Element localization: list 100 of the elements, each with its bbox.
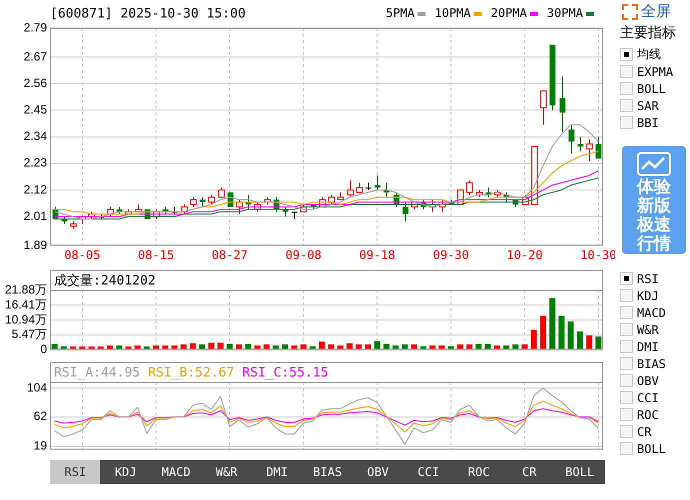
text: ROC: [637, 408, 659, 422]
candlestick: [578, 136, 584, 152]
bar: [116, 345, 122, 350]
y-tick-label: 16.41万: [4, 298, 47, 312]
bar: [374, 341, 380, 350]
y-tick-label: 62: [34, 409, 48, 424]
candlestick: [560, 76, 566, 132]
bar: [162, 345, 168, 350]
y-tick-label: 2.34: [24, 129, 48, 144]
y-tick-label: 10.94万: [4, 312, 47, 326]
chart-title: [600871] 2025-10-30 15:00: [50, 6, 246, 22]
candlestick: [596, 136, 602, 160]
text: W&R: [637, 322, 659, 336]
text: OBV: [366, 464, 390, 481]
bar: [199, 344, 206, 350]
bar: [522, 344, 528, 350]
bar: [106, 345, 113, 350]
text: BBI: [637, 116, 659, 130]
bar: [218, 342, 224, 350]
bar: [576, 331, 583, 350]
text: SAR: [637, 98, 659, 112]
bar: [549, 298, 556, 350]
text: MACD: [160, 464, 192, 481]
text: RSI_B:52.67: [148, 365, 234, 380]
y-tick-label: 2.79: [24, 20, 48, 34]
bar: [79, 346, 86, 350]
text: MACD: [637, 306, 666, 320]
text: KDJ: [114, 464, 138, 481]
bar: [282, 344, 288, 350]
chart-title: 成交量:2401202: [54, 272, 156, 288]
y-tick-label: 104: [26, 380, 48, 394]
text: BOLL: [637, 82, 666, 96]
text: RSI_C:55.15: [242, 365, 328, 380]
text: OBV: [637, 374, 659, 388]
bar: [429, 345, 436, 350]
text: RSI: [50, 460, 100, 484]
bar: [466, 344, 472, 350]
x-tick-label: 09-08: [285, 248, 322, 262]
bar: [383, 344, 390, 350]
text: DMI: [265, 464, 289, 481]
bar: [512, 344, 518, 350]
bar: [171, 345, 178, 350]
bar: [52, 344, 58, 350]
y-tick-label: 0: [40, 342, 48, 356]
bar: [254, 345, 260, 350]
text: BIAS: [312, 464, 343, 481]
text: CR: [637, 424, 652, 438]
bar: [484, 344, 491, 350]
bar: [558, 316, 565, 350]
x-tick-label: 08-15: [138, 248, 174, 262]
bar: [245, 344, 252, 350]
bar: [125, 346, 132, 350]
bar: [494, 345, 500, 350]
text: ROC: [467, 464, 491, 481]
text: CCI: [637, 390, 659, 404]
y-tick-label: 2.12: [24, 182, 48, 196]
bar: [328, 344, 334, 350]
y-tick-label: 21.88万: [4, 282, 47, 297]
candlestick: [374, 174, 380, 190]
y-tick-label: 1.89: [24, 238, 48, 252]
bar: [152, 345, 159, 350]
y-tick-label: 5.47万: [12, 327, 47, 342]
text: EXPMA: [637, 64, 674, 78]
bar: [530, 330, 537, 350]
bar: [364, 344, 371, 350]
x-tick-label: 09-30: [432, 248, 469, 262]
y-tick-label: 2.56: [24, 76, 48, 90]
bar: [208, 342, 214, 350]
bar: [476, 344, 482, 350]
bar: [226, 344, 233, 350]
bar: [134, 345, 141, 350]
y-tick-label: 2.45: [24, 102, 48, 117]
bar: [98, 346, 104, 350]
text: CR: [521, 464, 538, 481]
text: CCI: [416, 464, 440, 481]
x-tick-label: 08-05: [64, 248, 100, 262]
bar: [586, 335, 592, 350]
text: DMI: [637, 340, 659, 354]
bar: [88, 346, 94, 350]
text: BOLL: [564, 464, 596, 481]
x-tick-label: 10-20: [506, 248, 543, 262]
bar: [144, 346, 150, 350]
bar: [180, 344, 187, 350]
bar: [300, 344, 306, 350]
y-tick-label: 2.23: [24, 156, 48, 170]
text: KDJ: [637, 288, 659, 302]
x-tick-label: 08-27: [212, 248, 248, 262]
bar: [356, 344, 362, 350]
bar: [264, 344, 270, 350]
bar: [438, 345, 445, 350]
candlestick: [200, 196, 206, 208]
text: W&R: [214, 464, 238, 481]
text: RSI_A:44.95: [54, 365, 140, 380]
bar: [337, 345, 344, 350]
legend-label: 30PMA: [546, 6, 584, 20]
text: BIAS: [637, 356, 666, 370]
y-tick-label: 2.67: [24, 49, 48, 64]
bar: [272, 345, 279, 350]
bar: [568, 322, 574, 350]
text: RSI: [637, 272, 659, 286]
